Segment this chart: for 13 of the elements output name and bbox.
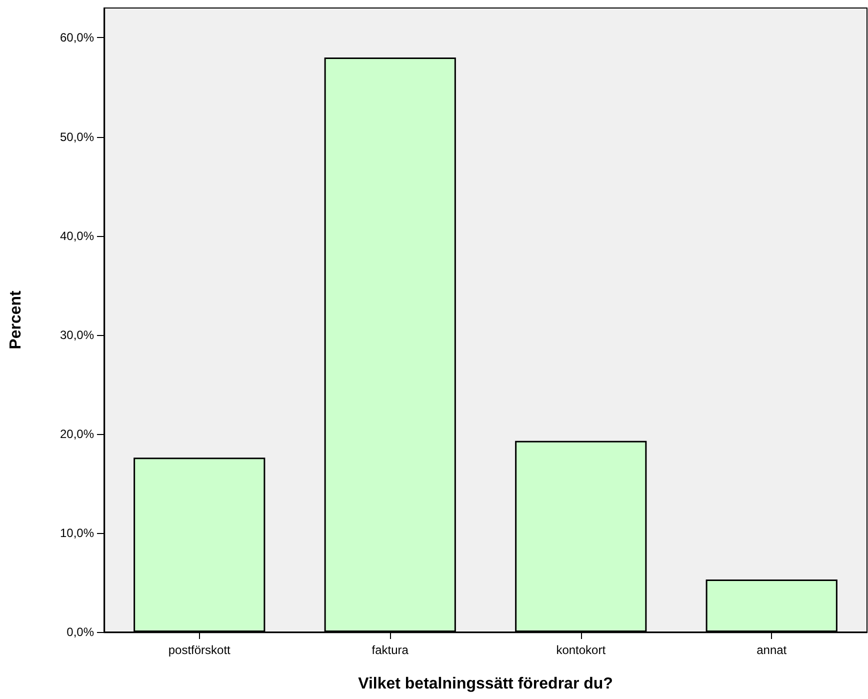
- x-tick-label: faktura: [372, 643, 409, 657]
- x-axis-title: Vilket betalningssätt föredrar du?: [358, 676, 613, 692]
- x-tick-label: postförskott: [168, 643, 232, 657]
- y-tick-label: 50,0%: [60, 130, 94, 144]
- x-tick-label: annat: [756, 643, 788, 657]
- x-tick-label: kontokort: [556, 643, 606, 657]
- y-axis-title: Percent: [8, 290, 24, 350]
- y-tick-label: 40,0%: [60, 228, 94, 243]
- y-tick-label: 60,0%: [60, 30, 94, 45]
- y-tick-label: 30,0%: [60, 328, 94, 342]
- y-tick-label: 0,0%: [66, 625, 94, 639]
- y-tick-label: 20,0%: [60, 426, 94, 441]
- y-tick-label: 10,0%: [60, 526, 94, 540]
